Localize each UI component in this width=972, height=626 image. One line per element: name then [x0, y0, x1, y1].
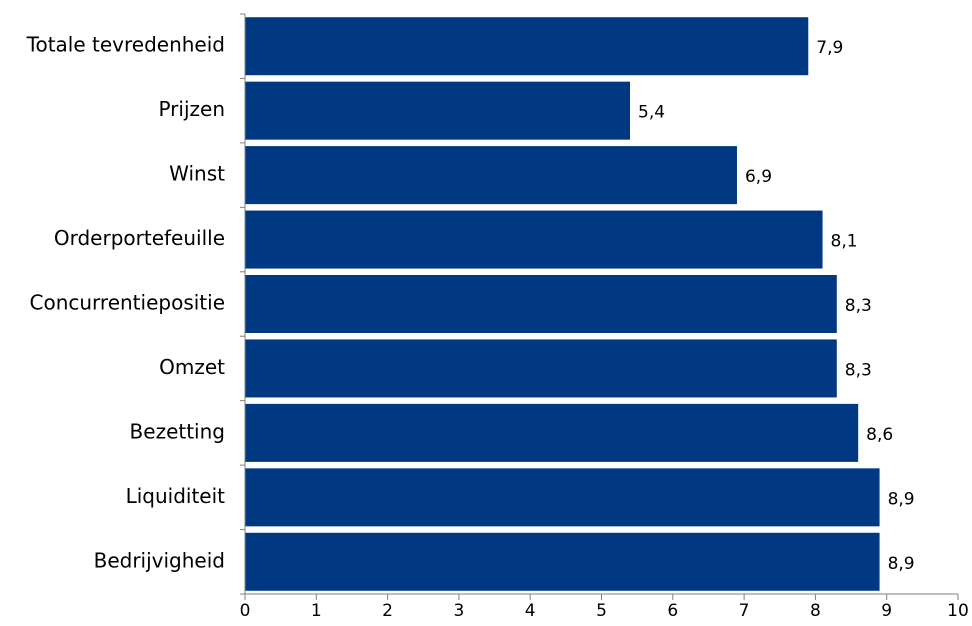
category-label: Liquiditeit: [126, 484, 226, 508]
bar: [245, 468, 880, 527]
bar: [245, 275, 837, 333]
x-tick-label: 6: [667, 601, 678, 621]
category-label: Winst: [169, 162, 225, 186]
category-label: Concurrentiepositie: [30, 291, 226, 315]
category-label: Totale tevredenheid: [26, 33, 225, 57]
bar: [245, 210, 823, 269]
value-label: 8,3: [845, 296, 872, 316]
category-label: Bedrijvigheid: [94, 548, 225, 572]
bar: [245, 146, 737, 205]
bars-group: [245, 17, 880, 591]
x-tick-label: 2: [382, 601, 393, 621]
bar: [245, 532, 880, 591]
value-label: 7,9: [816, 38, 843, 58]
x-tick-label: 1: [311, 601, 322, 621]
x-tick-label: 0: [240, 601, 251, 621]
value-label: 8,6: [866, 425, 893, 445]
x-tick-label: 5: [596, 601, 607, 621]
category-label: Bezetting: [130, 419, 225, 443]
x-ticks-group: 0 1 2 3 4 5 6 7 8 9 10: [240, 13, 969, 621]
category-label: Orderportefeuille: [54, 226, 225, 250]
value-label: 8,3: [845, 360, 872, 380]
bar: [245, 339, 837, 398]
bar: [245, 17, 809, 76]
value-label: 8,9: [888, 489, 915, 509]
value-labels-group: 7,9 5,4 6,9 8,1 8,3 8,3 8,6 8,9 8,9: [638, 38, 915, 574]
bar: [245, 81, 631, 140]
x-tick-label: 8: [810, 601, 821, 621]
x-tick-label: 7: [739, 601, 750, 621]
bar: [245, 403, 859, 462]
value-label: 5,4: [638, 103, 665, 123]
x-tick-label: 4: [525, 601, 536, 621]
value-label: 6,9: [745, 167, 772, 187]
x-tick-label: 3: [453, 601, 464, 621]
category-label: Prijzen: [158, 97, 225, 121]
category-label: Omzet: [159, 355, 225, 379]
x-tick-label: 10: [947, 601, 969, 621]
value-label: 8,9: [888, 554, 915, 574]
value-label: 8,1: [831, 232, 858, 252]
category-labels-group: Totale tevredenheid Prijzen Winst Orderport…: [26, 33, 226, 573]
x-tick-label: 9: [881, 601, 892, 621]
